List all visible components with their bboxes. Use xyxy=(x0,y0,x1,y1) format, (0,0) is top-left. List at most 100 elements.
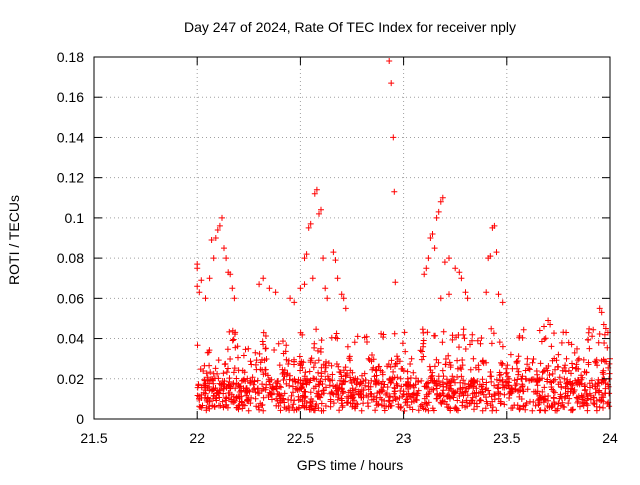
data-point xyxy=(497,390,504,397)
data-point xyxy=(429,372,436,379)
data-point xyxy=(503,369,510,376)
data-point xyxy=(458,366,465,373)
data-point xyxy=(217,402,224,409)
data-point xyxy=(394,353,400,360)
data-point xyxy=(514,376,521,383)
data-point xyxy=(516,406,523,413)
data-point xyxy=(573,365,580,372)
data-point xyxy=(338,291,345,298)
data-point xyxy=(494,384,501,391)
data-point xyxy=(462,346,469,352)
data-point xyxy=(364,339,370,345)
data-point xyxy=(311,190,318,197)
data-point xyxy=(426,388,433,395)
data-point xyxy=(275,340,282,347)
data-point xyxy=(342,364,349,371)
data-point xyxy=(569,407,576,414)
data-point xyxy=(214,227,221,233)
data-point xyxy=(560,329,567,336)
data-point xyxy=(526,377,533,384)
data-point xyxy=(307,389,314,396)
data-point xyxy=(392,363,398,370)
data-point xyxy=(539,388,546,395)
data-point xyxy=(379,402,385,409)
data-point xyxy=(511,402,518,409)
data-point xyxy=(493,376,500,383)
data-point xyxy=(259,367,266,373)
data-point xyxy=(365,403,372,410)
data-point xyxy=(338,395,345,402)
data-point xyxy=(464,295,471,302)
data-point xyxy=(307,220,314,227)
data-point xyxy=(219,398,226,405)
data-point xyxy=(365,386,372,393)
data-point xyxy=(315,357,322,364)
data-point xyxy=(408,399,415,406)
data-point xyxy=(225,365,231,372)
data-point xyxy=(208,237,215,243)
data-point xyxy=(562,362,569,369)
data-point xyxy=(418,377,425,384)
data-point xyxy=(493,249,500,256)
data-point xyxy=(214,389,221,396)
data-point xyxy=(570,390,577,397)
data-point xyxy=(238,398,245,405)
data-point xyxy=(536,407,543,414)
data-point xyxy=(252,349,259,356)
data-point xyxy=(305,224,312,231)
data-point xyxy=(590,394,597,401)
data-point xyxy=(496,372,503,379)
data-point xyxy=(551,355,558,362)
data-point xyxy=(404,375,411,382)
data-point xyxy=(210,380,217,387)
data-point xyxy=(334,275,341,282)
data-point xyxy=(378,380,385,387)
data-point xyxy=(469,337,475,344)
x-tick-label: 24 xyxy=(602,430,618,446)
data-point xyxy=(263,356,270,362)
data-point xyxy=(561,395,568,401)
data-point xyxy=(327,390,334,397)
y-tick-label: 0 xyxy=(76,411,84,427)
data-point xyxy=(351,339,358,346)
data-point xyxy=(449,336,456,343)
data-point xyxy=(352,403,359,410)
data-point xyxy=(499,343,506,350)
data-point xyxy=(402,399,409,406)
data-point xyxy=(595,339,602,346)
data-point xyxy=(386,58,393,64)
data-point xyxy=(359,372,365,379)
data-point xyxy=(515,353,522,360)
data-point xyxy=(203,370,210,377)
x-tick-label: 23 xyxy=(396,430,412,446)
data-point xyxy=(589,333,596,340)
data-point xyxy=(260,371,267,378)
data-point xyxy=(517,405,524,412)
data-point xyxy=(205,349,212,356)
data-point xyxy=(419,326,426,333)
data-point xyxy=(519,381,526,388)
data-point xyxy=(532,388,539,395)
data-point xyxy=(407,393,414,400)
data-point xyxy=(604,344,611,351)
data-point xyxy=(562,393,569,400)
data-point xyxy=(212,235,219,241)
data-point xyxy=(489,407,496,414)
data-point xyxy=(563,355,570,362)
data-point xyxy=(453,405,460,412)
data-point xyxy=(447,405,454,412)
data-point xyxy=(550,394,557,401)
data-point xyxy=(220,370,227,377)
data-point xyxy=(285,396,292,403)
data-point xyxy=(225,381,232,388)
data-point xyxy=(358,407,365,414)
data-point xyxy=(210,395,217,402)
data-point xyxy=(444,376,450,383)
data-point xyxy=(372,407,379,414)
data-point xyxy=(233,394,240,401)
data-point xyxy=(235,354,241,361)
data-point xyxy=(373,377,380,384)
data-point xyxy=(323,384,329,391)
data-point xyxy=(598,379,605,386)
data-point xyxy=(205,403,212,410)
